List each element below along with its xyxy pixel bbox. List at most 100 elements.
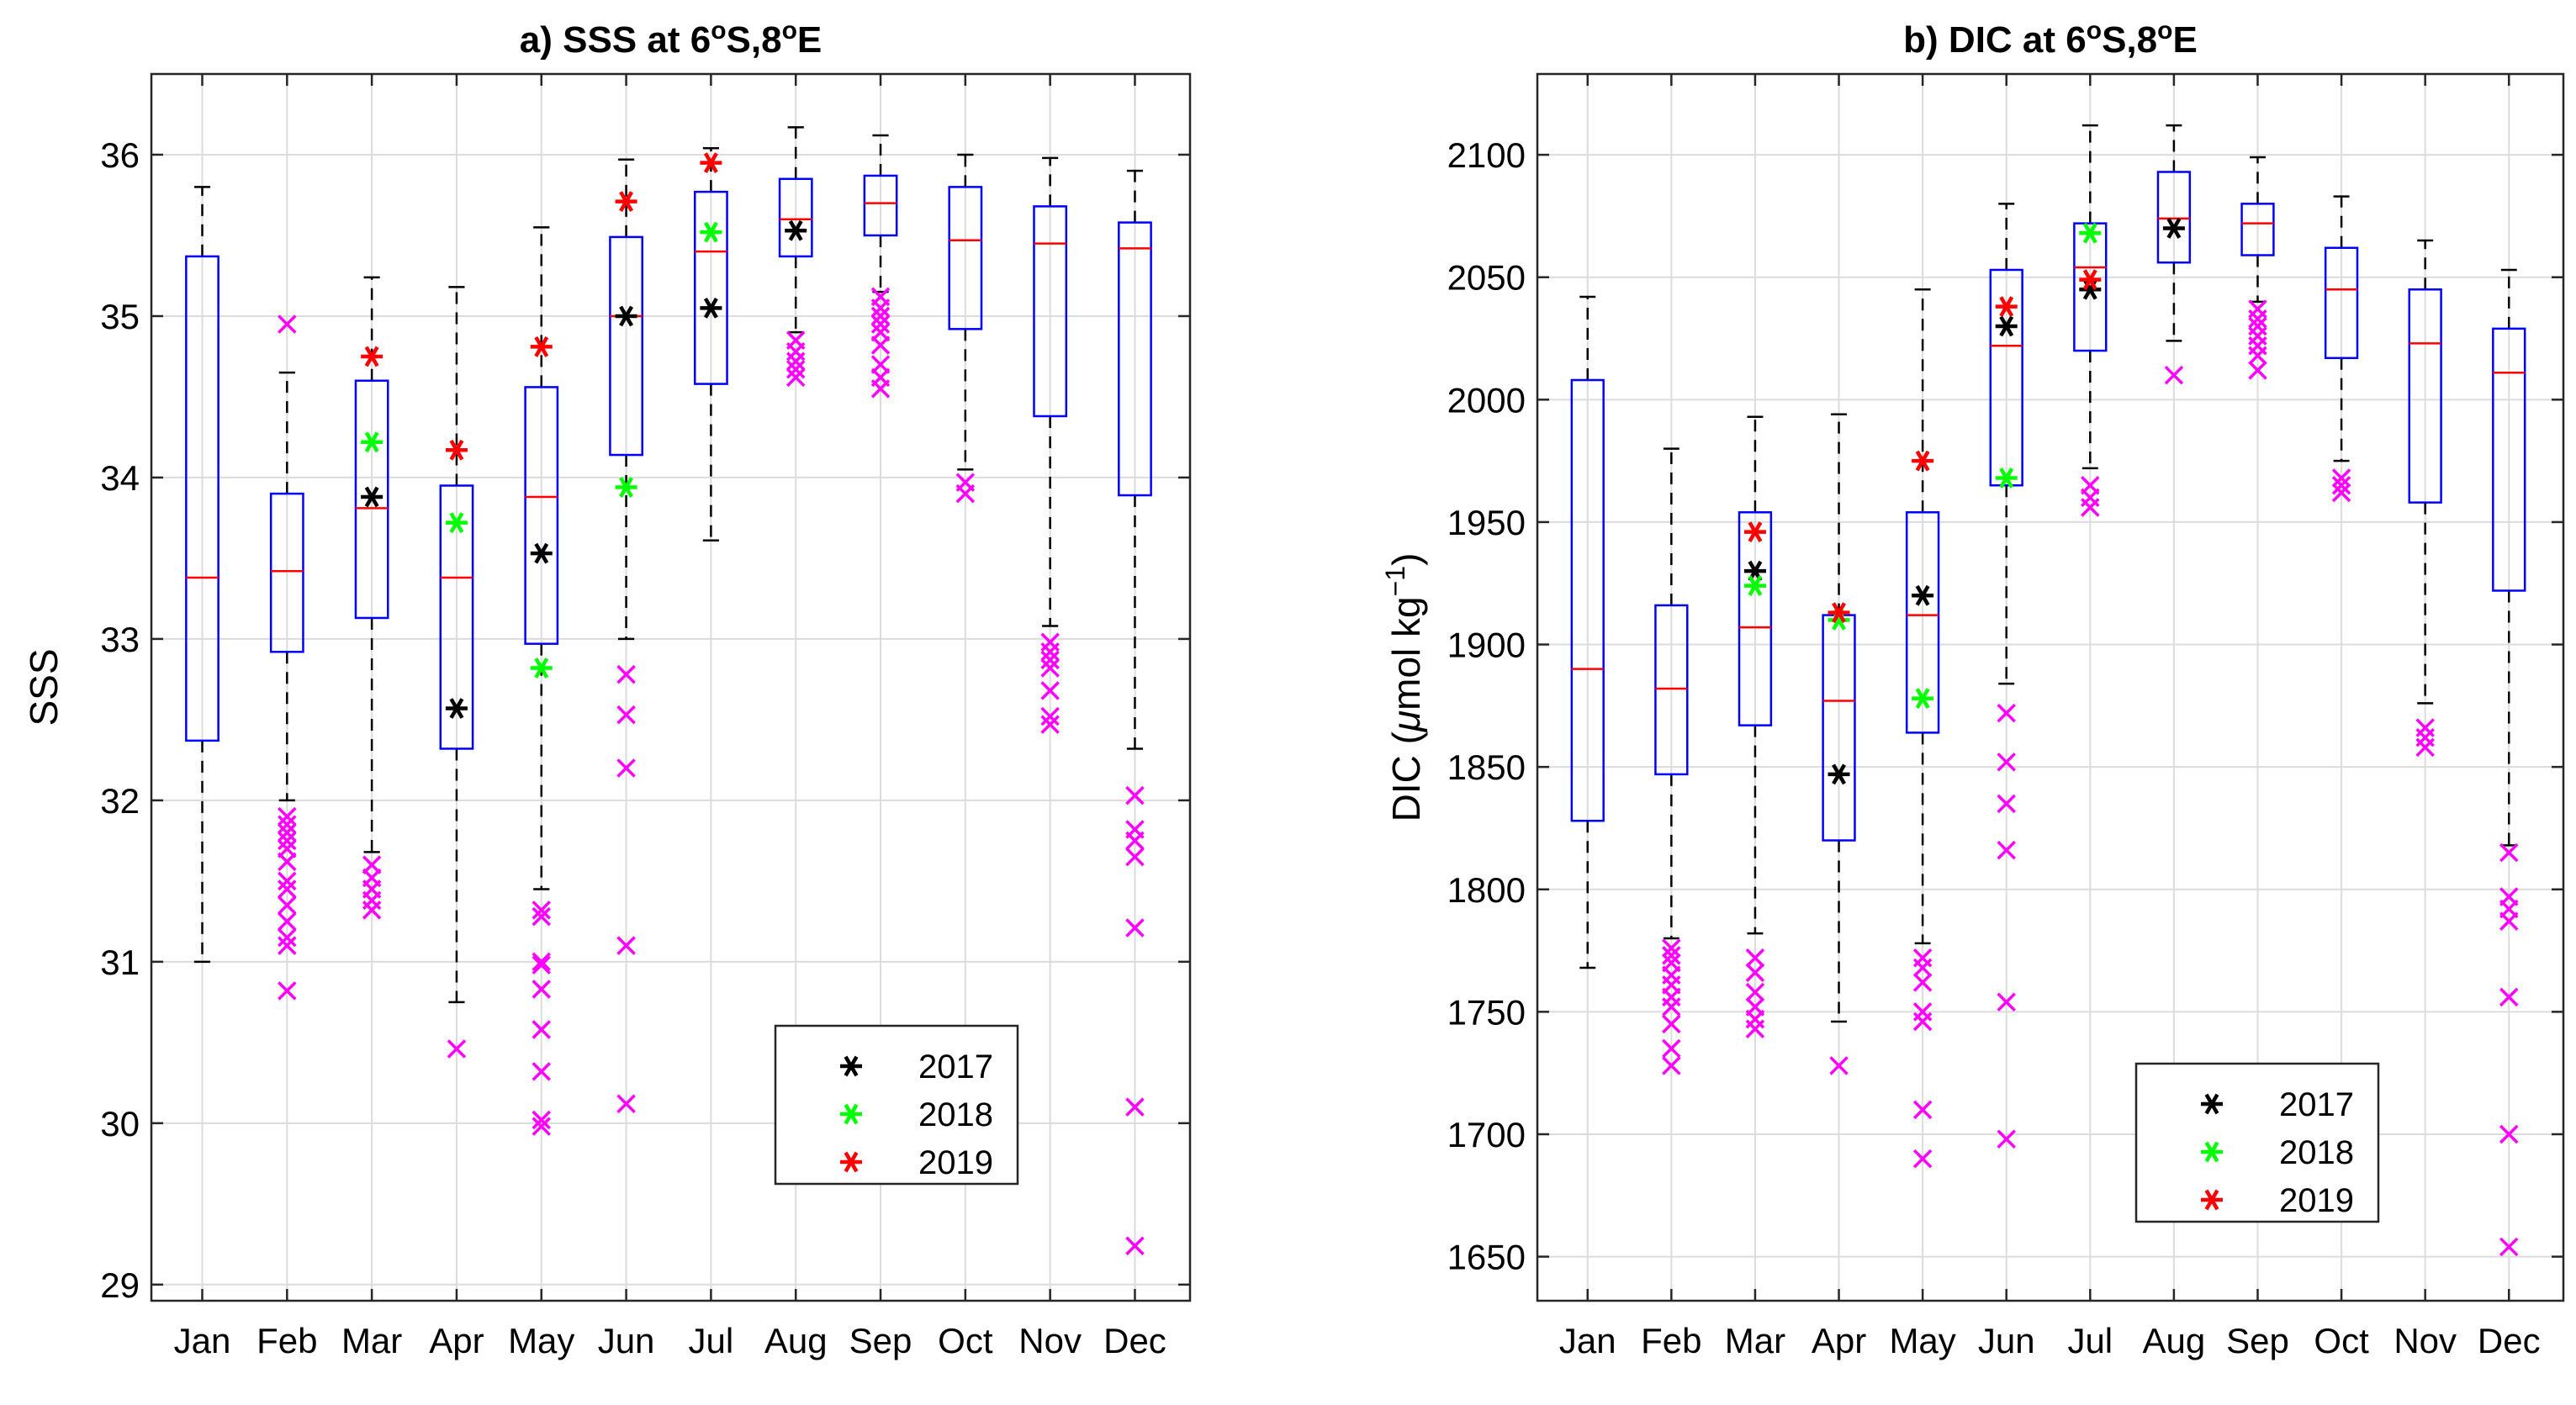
outlier-marker-stroke [532,1117,551,1136]
outlier-marker [870,379,891,399]
outlier-marker [532,901,551,920]
outlier-marker-stroke [2331,483,2351,503]
outlier-marker-stroke [1040,642,1060,662]
outlier-marker [278,895,297,915]
x-tick-label: Apr [429,1321,484,1360]
outlier-marker [1040,706,1060,726]
outlier-marker-stroke [1745,982,1765,1002]
outlier-marker [1125,785,1145,805]
box-jul [693,147,728,542]
box-iqr [2156,171,2192,264]
outlier-marker-stroke [2248,346,2267,366]
series-2019-marker [1912,450,1934,472]
outlier-marker [532,955,551,975]
outlier-marker [278,806,297,827]
series-2019-marker-stroke [619,191,634,213]
outlier-marker-stroke [616,936,636,955]
outlier-marker [1745,982,1765,1002]
outlier-marker-stroke [1125,1097,1145,1117]
box-oct [948,153,983,504]
outlier-marker-stroke [616,664,636,684]
series-2017-marker-stroke [364,486,379,508]
outlier-marker-stroke [278,823,297,842]
outlier-marker [278,927,297,948]
outlier-marker [1662,938,1681,958]
outlier-marker-stroke [1912,1011,1933,1032]
series-2019-marker-stroke [534,336,549,357]
x-tick-label: Feb [257,1321,317,1360]
box-aug [778,126,813,388]
outlier-marker-stroke [278,806,297,827]
series-2017-marker [1828,763,1850,785]
outlier-marker-stroke [1997,703,2016,723]
legend-box [774,1024,1019,1186]
box-iqr [1033,205,1068,418]
outlier-marker [1662,1014,1681,1034]
series-2018-marker-stroke [619,477,634,498]
box-iqr [269,492,304,653]
y-tick-label: 30 [100,1104,140,1144]
outlier-marker [1040,658,1060,678]
outlier-marker-stroke [2499,987,2519,1007]
series-2019 [361,152,722,461]
x-tick-label: Jan [174,1321,231,1360]
series-2018-marker [530,658,553,679]
x-tick-label: Jul [2067,1321,2113,1360]
y-tick-label: 1700 [1447,1115,1526,1154]
box-iqr [1738,511,1773,726]
outlier-marker [532,1020,551,1039]
y-axis-label-part: ) [1384,553,1428,566]
y-axis-label-part: mol kg [1384,596,1428,710]
legend-marker-2017-stroke [844,1055,859,1077]
outlier-marker [616,705,636,725]
series-2019-marker [1828,602,1850,624]
outlier-marker [1997,794,2016,814]
axes-frame [1536,72,2565,1302]
outlier-marker-stroke [870,335,891,355]
y-axis-label-part: DIC ( [1384,731,1428,821]
outlier-marker [532,980,551,999]
x-tick-label: Aug [764,1321,828,1360]
box-iqr [524,386,559,645]
series-2017-marker [615,305,637,327]
chart-title-part: a) SSS at 6 [520,19,711,61]
outlier-marker-stroke [1040,658,1060,678]
outlier-marker-stroke [362,901,382,920]
legend-label-2019: 2019 [918,1144,993,1181]
legend-marker-2018 [2201,1141,2223,1163]
panel-a-sss: Jan Feb Mar Apr May Jun Jul Aug Sep Oct Nov Dec 29 30… [22,17,1192,1360]
box-nov [1033,156,1068,734]
outlier-marker-stroke [278,895,297,915]
outlier-marker-stroke [1662,938,1681,958]
outlier-marker [1912,1100,1933,1120]
x-tick-label: Mar [341,1321,402,1360]
y-tick-label: 1750 [1447,992,1526,1032]
y-tick-label: 31 [100,943,140,982]
outlier-marker [1997,1129,2016,1149]
outlier-marker-stroke [1040,715,1060,734]
series-2017-marker-stroke [2166,218,2182,239]
outlier-marker-stroke [2499,911,2519,931]
outlier-marker-stroke [1997,1129,2016,1149]
outlier-marker [785,351,806,371]
outlier-marker-stroke [1912,1100,1933,1120]
outlier-marker-stroke [278,936,297,955]
x-tick-label: May [1889,1321,1955,1360]
outlier-marker [1040,650,1060,670]
series-2017-marker [1995,315,2018,337]
x-tick-label: Jan [1559,1321,1616,1360]
outlier-marker-stroke [2248,309,2267,329]
box-sep [2240,156,2275,380]
series-2018-marker [700,221,722,243]
x-tick-label: Dec [2478,1321,2541,1360]
x-tick-label: Nov [2394,1321,2457,1360]
box-may [524,226,559,1136]
series-2019-marker-stroke [2082,269,2097,291]
x-tick-label: Sep [2226,1321,2289,1360]
outlier-marker-stroke [1662,1056,1681,1075]
box-jul [2073,124,2108,517]
series-2018-marker [361,431,383,453]
y-axis-label: DIC (μmol kg−1) [1380,553,1428,822]
outlier-marker [2248,346,2267,366]
box-iqr [1570,378,1605,822]
